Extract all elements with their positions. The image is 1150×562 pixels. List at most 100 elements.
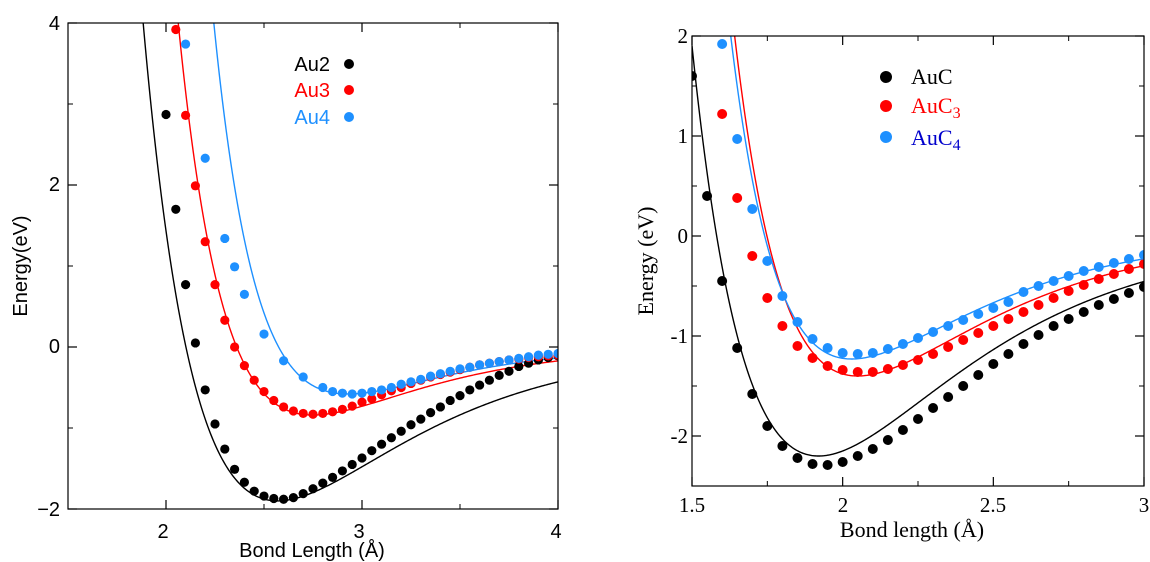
legend-label-au4: Au4 — [294, 107, 330, 129]
data-point-auc3 — [717, 109, 728, 119]
data-point-auc3 — [762, 293, 773, 303]
data-point-auc — [1123, 288, 1134, 298]
data-point-auc — [1018, 339, 1029, 349]
data-point-au3 — [230, 342, 240, 352]
right-chart: 1.5 2 2.5 3 -2 -1 0 1 2 Bond length (Å) … — [633, 24, 1149, 542]
data-point-au2 — [347, 459, 357, 470]
data-point-auc3 — [1093, 274, 1104, 284]
data-point-auc4 — [1003, 297, 1014, 307]
data-point-au2 — [249, 486, 259, 496]
data-point-au4 — [455, 364, 465, 374]
data-point-auc — [973, 370, 984, 380]
data-point-auc3 — [1078, 280, 1089, 290]
data-point-auc — [837, 457, 848, 467]
data-point-au4 — [445, 366, 455, 376]
data-point-auc3 — [1048, 293, 1059, 303]
data-point-auc4 — [867, 348, 878, 358]
right-x-tick-label: 1.5 — [679, 493, 705, 517]
right-y-axis-title: Energy (eV) — [633, 207, 658, 316]
right-x-tick-label: 2.5 — [980, 493, 1006, 517]
left-x-tick-label: 2 — [157, 521, 168, 543]
data-point-au2 — [230, 464, 240, 474]
data-point-auc3 — [1003, 314, 1014, 324]
data-point-au2 — [465, 385, 475, 395]
data-point-au2 — [416, 414, 426, 424]
legend-marker-au4 — [344, 112, 354, 122]
data-point-au2 — [445, 395, 455, 406]
data-point-au2 — [514, 361, 524, 372]
data-point-auc3 — [958, 335, 969, 345]
data-point-auc4 — [988, 303, 999, 313]
fit-curve-auc3 — [733, 36, 1144, 377]
data-point-au3 — [249, 375, 259, 385]
data-point-auc — [822, 460, 833, 470]
data-point-au4 — [553, 348, 558, 359]
data-point-auc3 — [897, 360, 908, 370]
data-point-auc — [732, 343, 743, 353]
data-point-auc3 — [822, 361, 833, 371]
data-point-au2 — [328, 472, 338, 483]
data-point-auc4 — [777, 291, 788, 301]
data-point-au4 — [416, 374, 426, 384]
data-point-auc — [1139, 282, 1144, 292]
data-point-au4 — [357, 388, 367, 398]
data-point-auc4 — [807, 334, 818, 344]
data-point-auc — [717, 276, 728, 286]
data-point-au3 — [181, 110, 191, 120]
data-point-auc4 — [1123, 254, 1134, 264]
data-point-auc4 — [792, 317, 803, 327]
data-point-au4 — [484, 358, 494, 368]
data-point-auc3 — [1108, 269, 1119, 279]
left-y-axis-title: Energy(eV) — [10, 215, 32, 316]
data-point-au3 — [328, 407, 338, 417]
data-point-auc3 — [943, 342, 954, 352]
data-point-auc4 — [958, 315, 969, 325]
right-x-axis-title: Bond length (Å) — [840, 517, 984, 542]
data-point-auc4 — [837, 348, 848, 358]
data-point-au3 — [347, 401, 357, 411]
data-point-auc3 — [1063, 286, 1074, 296]
data-point-au4 — [337, 388, 347, 398]
data-point-auc — [943, 392, 954, 402]
data-point-auc4 — [747, 204, 758, 214]
fit-curve-auc — [692, 45, 1144, 457]
data-point-au4 — [367, 386, 377, 397]
data-point-auc3 — [928, 349, 939, 359]
data-point-au4 — [514, 353, 524, 363]
data-point-au3 — [288, 406, 298, 416]
data-point-auc — [692, 71, 697, 81]
data-point-auc3 — [1139, 259, 1144, 269]
data-point-auc — [1063, 314, 1074, 324]
data-point-auc — [867, 444, 878, 454]
data-point-au3 — [220, 315, 230, 325]
data-point-auc4 — [882, 344, 893, 354]
legend-marker-auc — [880, 71, 892, 83]
left-x-tick-label: 4 — [550, 521, 561, 543]
data-point-au2 — [210, 419, 220, 429]
data-point-auc4 — [762, 256, 773, 266]
data-point-auc3 — [777, 321, 788, 331]
data-point-au2 — [455, 391, 465, 401]
data-point-au3 — [239, 361, 249, 371]
data-point-auc — [777, 441, 788, 451]
data-point-au3 — [269, 395, 279, 406]
data-point-au4 — [239, 289, 249, 299]
data-point-au4 — [406, 377, 416, 387]
right-axis-ticks — [691, 35, 1145, 486]
fit-curve-au4 — [213, 23, 558, 395]
data-point-au4 — [504, 355, 514, 365]
right-x-tick-label: 2 — [838, 493, 849, 517]
legend-marker-au2 — [344, 59, 354, 69]
data-point-au4 — [475, 360, 485, 370]
data-point-auc — [913, 414, 923, 424]
data-point-au2 — [200, 385, 210, 395]
data-point-au4 — [298, 372, 308, 382]
data-point-au4 — [377, 385, 387, 395]
data-point-au3 — [357, 397, 367, 407]
data-point-au2 — [239, 477, 249, 487]
data-point-au4 — [543, 349, 553, 359]
left-y-tick-label: 0 — [49, 336, 60, 358]
data-point-au3 — [279, 402, 289, 412]
left-x-tick-label: 3 — [353, 521, 364, 543]
data-point-auc4 — [913, 333, 923, 343]
